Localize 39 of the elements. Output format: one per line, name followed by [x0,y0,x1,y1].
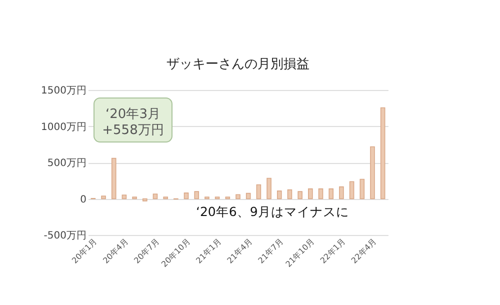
bar [194,191,200,200]
bar [246,192,251,200]
bar [111,158,116,200]
bar [380,107,386,200]
bar [287,189,292,200]
annotation: ‘20年3月 +558万円 [102,107,164,138]
bar [308,188,313,200]
annotation: ‘20年6、9月はマイナスに [196,204,349,219]
x-tick-label: 21年10月 [284,236,316,269]
bar [339,186,344,200]
x-tick-label: 22年1月 [318,236,348,266]
bar [142,198,148,202]
x-tick-label: 21年1月 [194,236,223,266]
bar [101,196,106,200]
bar [152,194,158,200]
y-tick-label: -500万円 [44,230,86,242]
bar [318,188,324,200]
y-tick-label: 0 [80,194,86,206]
x-tick-label: 22年4月 [350,236,378,266]
x-tick-label: 21年7月 [256,236,286,266]
bar [328,188,334,200]
bar [236,194,240,200]
bar [349,181,354,200]
x-tick-label: 20年4月 [101,236,130,266]
bar [276,190,282,200]
y-tick-label: 1500万円 [41,86,86,96]
bar [298,191,302,200]
bar [370,146,375,200]
bar [360,178,365,200]
bar [266,178,272,200]
x-tick-label: 20年10月 [160,236,192,269]
chart-title: ザッキーさんの月別損益 [166,57,310,72]
bar [184,192,189,200]
x-tick-label: 21年4月 [226,236,254,266]
x-tick-label: 20年7月 [132,236,161,266]
y-tick-label: 1000万円 [41,122,86,133]
bar [256,184,262,200]
bar [122,194,127,200]
y-tick-label: 500万円 [47,158,86,169]
